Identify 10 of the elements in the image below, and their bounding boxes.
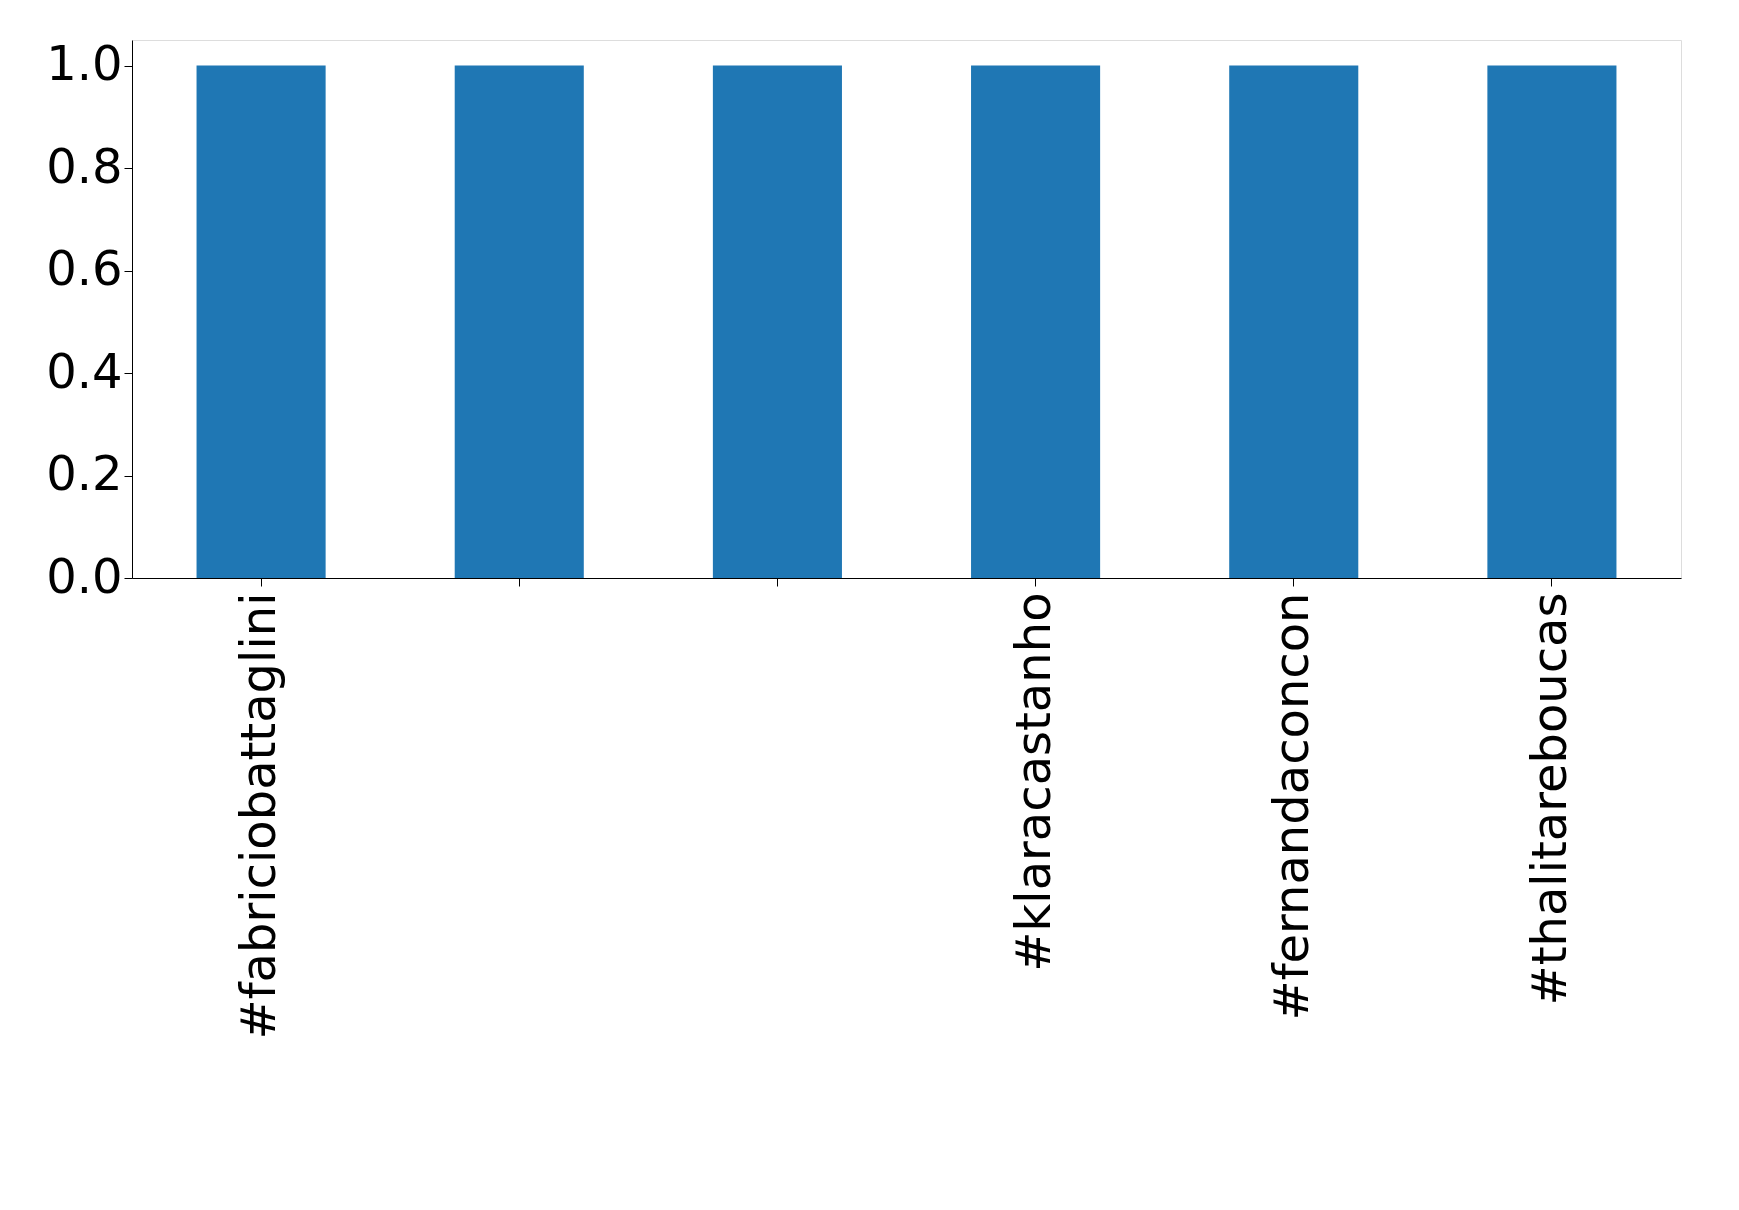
x-tick-label: #klaracastanho bbox=[1004, 592, 1061, 972]
x-tick-label: #thalitareboucas bbox=[1520, 592, 1577, 1006]
y-tick-label: 1.0 bbox=[46, 35, 123, 92]
y-tick-label: 0.0 bbox=[46, 547, 123, 604]
y-tick-label: 0.4 bbox=[46, 342, 123, 399]
y-tick-label: 0.8 bbox=[46, 137, 123, 194]
y-tick-label: 0.6 bbox=[46, 240, 123, 297]
y-tick-label: 0.2 bbox=[46, 445, 123, 502]
x-tick-label: #fernandaconcon bbox=[1262, 592, 1319, 1021]
x-tick-label: #fabriciobattaglini bbox=[230, 592, 287, 1040]
